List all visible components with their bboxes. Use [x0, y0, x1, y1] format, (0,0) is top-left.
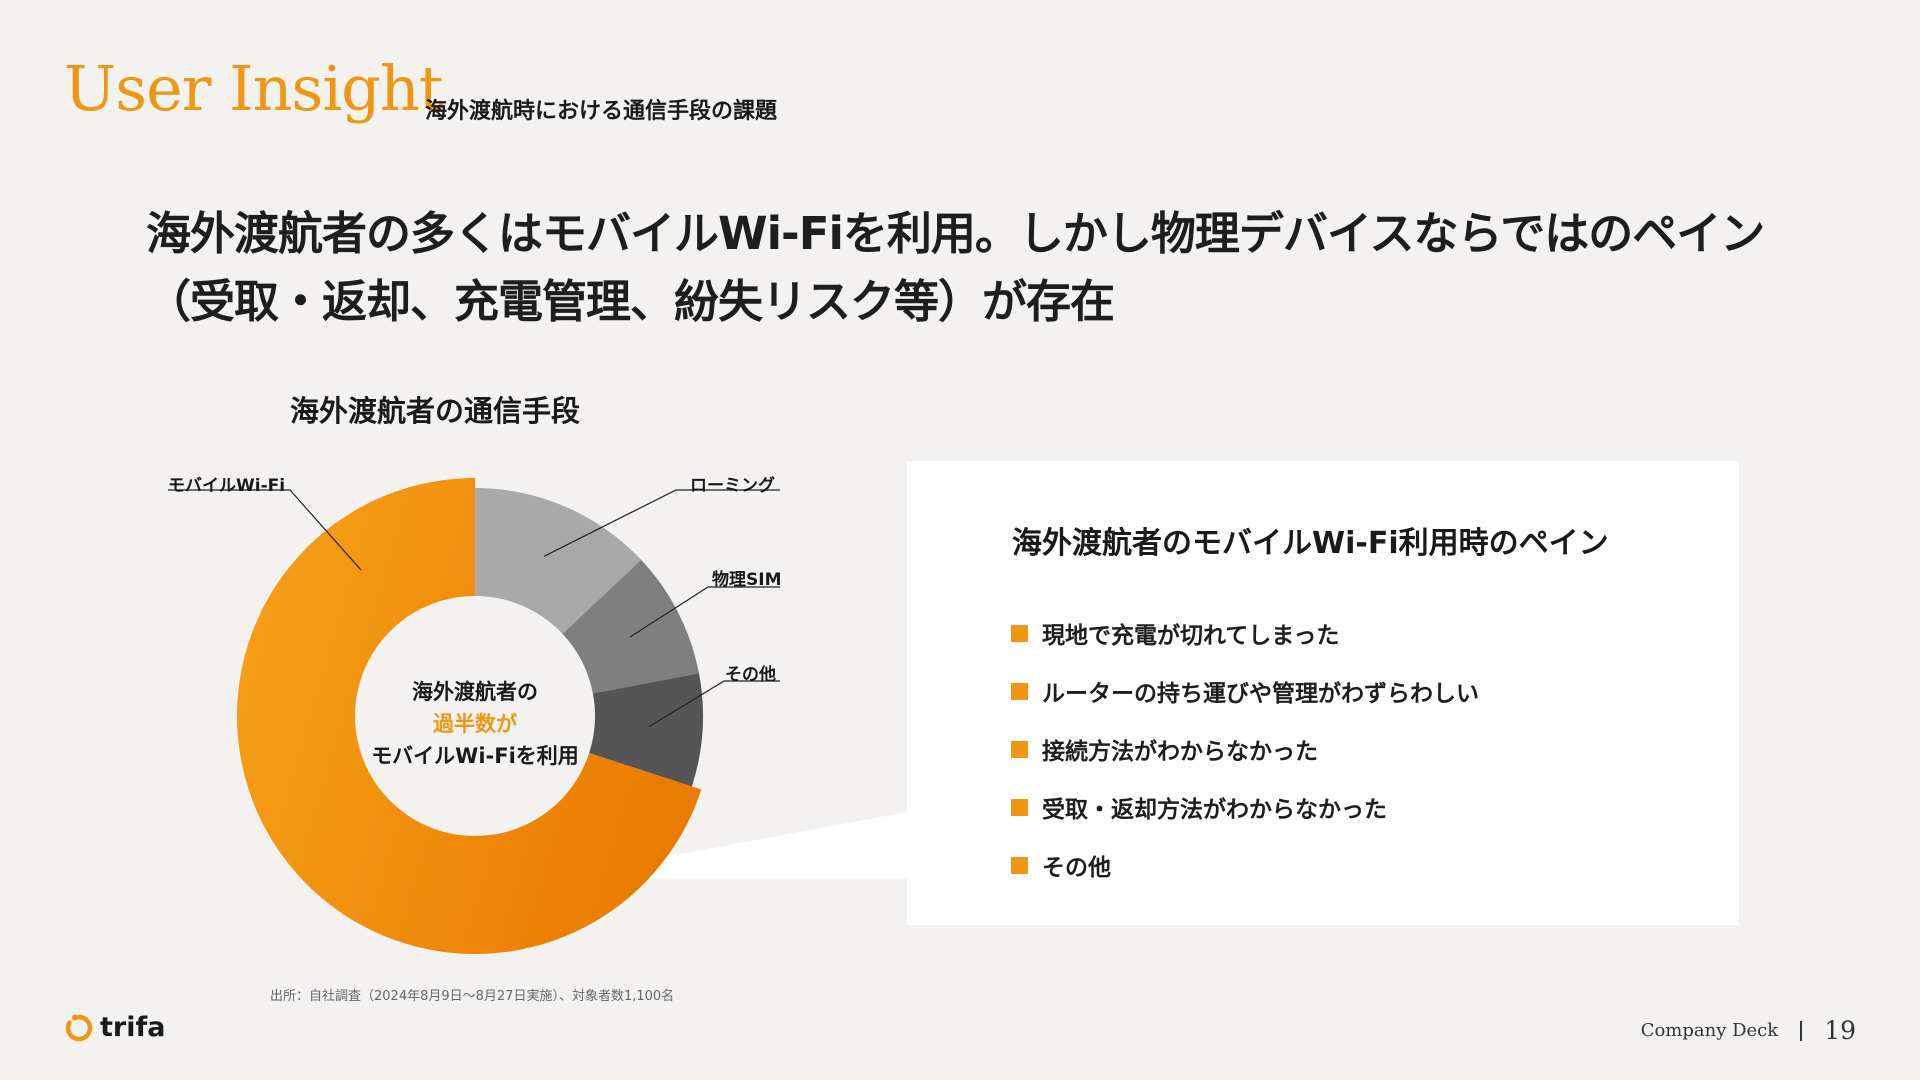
- pain-item: 現地で充電が切れてしまった: [1011, 604, 1479, 662]
- center-line-3: モバイルWi-Fiを利用: [371, 744, 579, 768]
- page-title: User Insight: [64, 52, 444, 125]
- legend-label-physical-sim: 物理SIM: [712, 570, 782, 590]
- slice-physical-sim: [562, 559, 699, 694]
- legend-label-roaming: ローミング: [690, 476, 775, 496]
- page-subtitle: 海外渡航時における通信手段の課題: [425, 99, 778, 124]
- pain-panel: 海外渡航者のモバイルWi-Fi利用時のペイン 現地で充電が切れてしまった ルータ…: [907, 461, 1739, 925]
- headline: 海外渡航者の多くはモバイルWi-Fiを利用。しかし物理デバイスならではのペイン（…: [146, 207, 1765, 328]
- square-bullet-icon: [1011, 856, 1028, 874]
- leader-line-mobile-wifi: [168, 489, 362, 571]
- slice-other: [589, 673, 703, 787]
- leader-line-other: [648, 680, 780, 728]
- trifa-logo: trifa: [64, 1012, 165, 1043]
- legend-label-mobile-wifi: モバイルWi-Fi: [168, 476, 286, 496]
- pain-list: 現地で充電が切れてしまった ルーターの持ち運びや管理がわずらわしい 接続方法がわ…: [1011, 604, 1479, 894]
- donut-center-text: 海外渡航者の 過半数が モバイルWi-Fiを利用: [340, 676, 610, 772]
- logo-text: trifa: [100, 1012, 166, 1043]
- center-line-highlight: 過半数が: [433, 712, 517, 736]
- trifa-logo-icon: [65, 1014, 93, 1041]
- pain-item: その他: [1011, 836, 1479, 894]
- slice-roaming: [475, 488, 642, 634]
- pain-item-text: その他: [1042, 855, 1111, 881]
- square-bullet-icon: [1011, 682, 1028, 700]
- square-bullet-icon: [1011, 740, 1028, 758]
- pain-item-text: 現地で充電が切れてしまった: [1042, 623, 1340, 649]
- footer-divider: [1800, 1020, 1803, 1041]
- deck-name: Company Deck: [1640, 1020, 1779, 1041]
- pain-item: 受取・返却方法がわからなかった: [1011, 778, 1479, 836]
- legend-label-other: その他: [725, 665, 776, 685]
- pain-item: ルーターの持ち運びや管理がわずらわしい: [1011, 662, 1479, 720]
- square-bullet-icon: [1011, 624, 1028, 642]
- footer: Company Deck 19: [1641, 1016, 1856, 1045]
- pain-item-text: 接続方法がわからなかった: [1042, 739, 1318, 765]
- pain-panel-title: 海外渡航者のモバイルWi-Fi利用時のペイン: [1012, 526, 1609, 561]
- leader-line-roaming: [543, 489, 780, 557]
- center-line-1: 海外渡航者の: [412, 680, 538, 704]
- pain-item-text: ルーターの持ち運びや管理がわずらわしい: [1042, 681, 1479, 707]
- chart-title: 海外渡航者の通信手段: [290, 394, 581, 428]
- pain-item: 接続方法がわからなかった: [1011, 720, 1479, 778]
- pain-item-text: 受取・返却方法がわからなかった: [1042, 797, 1387, 823]
- source-note: 出所：自社調査（2024年8月9日〜8月27日実施）、対象者数1,100名: [270, 989, 675, 1004]
- slice-mobile-wifi: [237, 478, 702, 954]
- page-number: 19: [1824, 1016, 1856, 1045]
- leader-line-physical-sim: [629, 586, 780, 638]
- square-bullet-icon: [1011, 798, 1028, 816]
